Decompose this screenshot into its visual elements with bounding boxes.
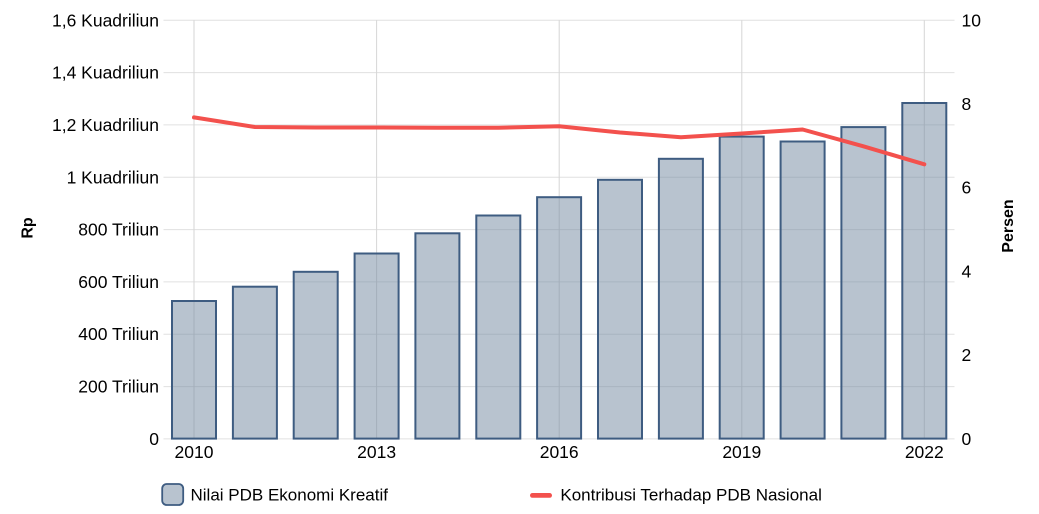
svg-text:8: 8 <box>962 94 972 114</box>
svg-text:2013: 2013 <box>357 442 396 462</box>
svg-text:800 Triliun: 800 Triliun <box>78 220 159 240</box>
svg-text:Rp: Rp <box>20 217 37 239</box>
svg-text:Nilai PDB Ekonomi Kreatif: Nilai PDB Ekonomi Kreatif <box>191 486 389 505</box>
svg-text:1,4 Kuadriliun: 1,4 Kuadriliun <box>52 63 159 83</box>
svg-text:0: 0 <box>149 429 159 449</box>
svg-text:1,2 Kuadriliun: 1,2 Kuadriliun <box>52 115 159 135</box>
svg-text:Kontribusi Terhadap PDB Nasion: Kontribusi Terhadap PDB Nasional <box>560 486 821 505</box>
svg-text:10: 10 <box>962 10 982 30</box>
svg-text:6: 6 <box>962 178 972 198</box>
svg-text:600 Triliun: 600 Triliun <box>78 272 159 292</box>
svg-text:2: 2 <box>962 345 972 365</box>
svg-text:1,6 Kuadriliun: 1,6 Kuadriliun <box>52 10 159 30</box>
svg-text:1 Kuadriliun: 1 Kuadriliun <box>67 167 159 187</box>
svg-text:2019: 2019 <box>722 442 761 462</box>
svg-text:200 Triliun: 200 Triliun <box>78 377 159 397</box>
svg-text:2016: 2016 <box>540 442 579 462</box>
svg-text:2010: 2010 <box>175 442 214 462</box>
svg-text:400 Triliun: 400 Triliun <box>78 324 159 344</box>
svg-text:0: 0 <box>962 429 972 449</box>
svg-text:Persen: Persen <box>1000 199 1017 252</box>
svg-text:2022: 2022 <box>905 442 944 462</box>
svg-text:4: 4 <box>962 262 972 282</box>
